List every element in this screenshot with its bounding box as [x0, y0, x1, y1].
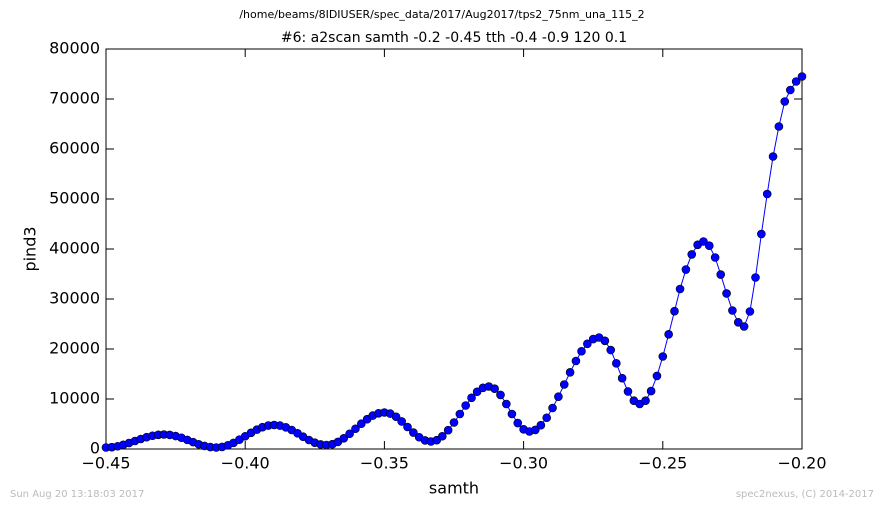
data-point	[722, 289, 731, 298]
y-tick-label: 50000	[49, 189, 100, 208]
data-point	[728, 306, 737, 315]
data-point	[443, 425, 453, 435]
data-point	[583, 339, 592, 349]
y-axis-label: pind3	[21, 226, 40, 271]
data-point	[559, 380, 569, 389]
data-point	[461, 401, 470, 410]
data-point	[768, 152, 778, 161]
data-point	[699, 237, 708, 246]
data-point	[397, 417, 406, 426]
data-point	[554, 392, 563, 401]
data-line	[105, 76, 803, 449]
data-point	[797, 72, 807, 81]
data-point	[577, 346, 586, 356]
y-tick-label: 40000	[49, 239, 100, 258]
data-point	[646, 386, 656, 396]
data-point	[774, 122, 784, 131]
file-path: /home/beams/8IDIUSER/spec_data/2017/Aug2…	[239, 8, 644, 21]
y-tick-label: 80000	[49, 39, 100, 58]
data-point	[403, 422, 412, 432]
data-point	[565, 368, 575, 377]
data-point	[606, 345, 616, 355]
data-point	[681, 265, 691, 274]
data-point	[617, 373, 627, 383]
y-tick-label: 60000	[49, 139, 100, 158]
data-point	[623, 387, 633, 396]
data-point	[356, 419, 366, 429]
x-tick-label: −0.45	[81, 454, 130, 473]
data-point	[675, 284, 685, 294]
data-point	[548, 403, 557, 413]
data-point	[786, 85, 795, 95]
data-point	[449, 418, 459, 427]
data-point	[652, 371, 662, 381]
data-point	[438, 431, 447, 441]
y-tick-label: 20000	[49, 339, 100, 358]
data-point	[351, 424, 360, 434]
data-point	[641, 396, 650, 406]
y-tick-label: 10000	[49, 389, 100, 408]
data-point	[710, 253, 720, 262]
data-point	[530, 425, 540, 435]
data-point	[409, 428, 418, 437]
data-point	[757, 229, 766, 239]
footer-date: Sun Aug 20 13:18:03 2017	[10, 489, 144, 500]
data-point	[339, 433, 349, 443]
chart-title: #6: a2scan samth -0.2 -0.45 tth -0.4 -0.…	[281, 30, 627, 46]
x-tick-label: −0.35	[360, 454, 409, 473]
data-point	[670, 306, 679, 316]
y-tick-label: 70000	[49, 89, 100, 108]
data-point	[513, 418, 523, 428]
data-point	[600, 336, 610, 346]
data-point	[502, 399, 511, 409]
y-tick-label: 30000	[49, 289, 100, 308]
data-point	[739, 322, 749, 331]
data-point	[536, 420, 546, 430]
data-point	[791, 77, 801, 86]
data-point	[542, 413, 552, 423]
data-point	[455, 409, 465, 419]
data-point	[467, 393, 476, 403]
data-point	[733, 317, 743, 327]
data-point	[345, 429, 354, 439]
data-point	[751, 273, 760, 282]
data-point	[658, 352, 668, 361]
data-point	[490, 384, 499, 394]
x-tick-label: −0.20	[777, 454, 826, 473]
data-point	[612, 359, 621, 368]
data-point	[571, 356, 581, 366]
data-point	[391, 412, 401, 422]
x-tick-label: −0.40	[221, 454, 270, 473]
data-point	[507, 409, 517, 419]
data-point	[780, 97, 790, 106]
y-tick-label: 0	[90, 439, 100, 458]
data-point	[762, 189, 772, 199]
x-tick-label: −0.25	[638, 454, 687, 473]
data-point	[496, 390, 505, 400]
x-tick-label: −0.30	[499, 454, 548, 473]
x-axis-label: samth	[429, 479, 479, 498]
data-point	[687, 250, 697, 259]
data-point	[745, 307, 755, 316]
footer-credit: spec2nexus, (C) 2014-2017	[736, 489, 874, 500]
data-point	[716, 270, 726, 279]
data-point	[664, 330, 673, 339]
data-point	[704, 241, 714, 251]
